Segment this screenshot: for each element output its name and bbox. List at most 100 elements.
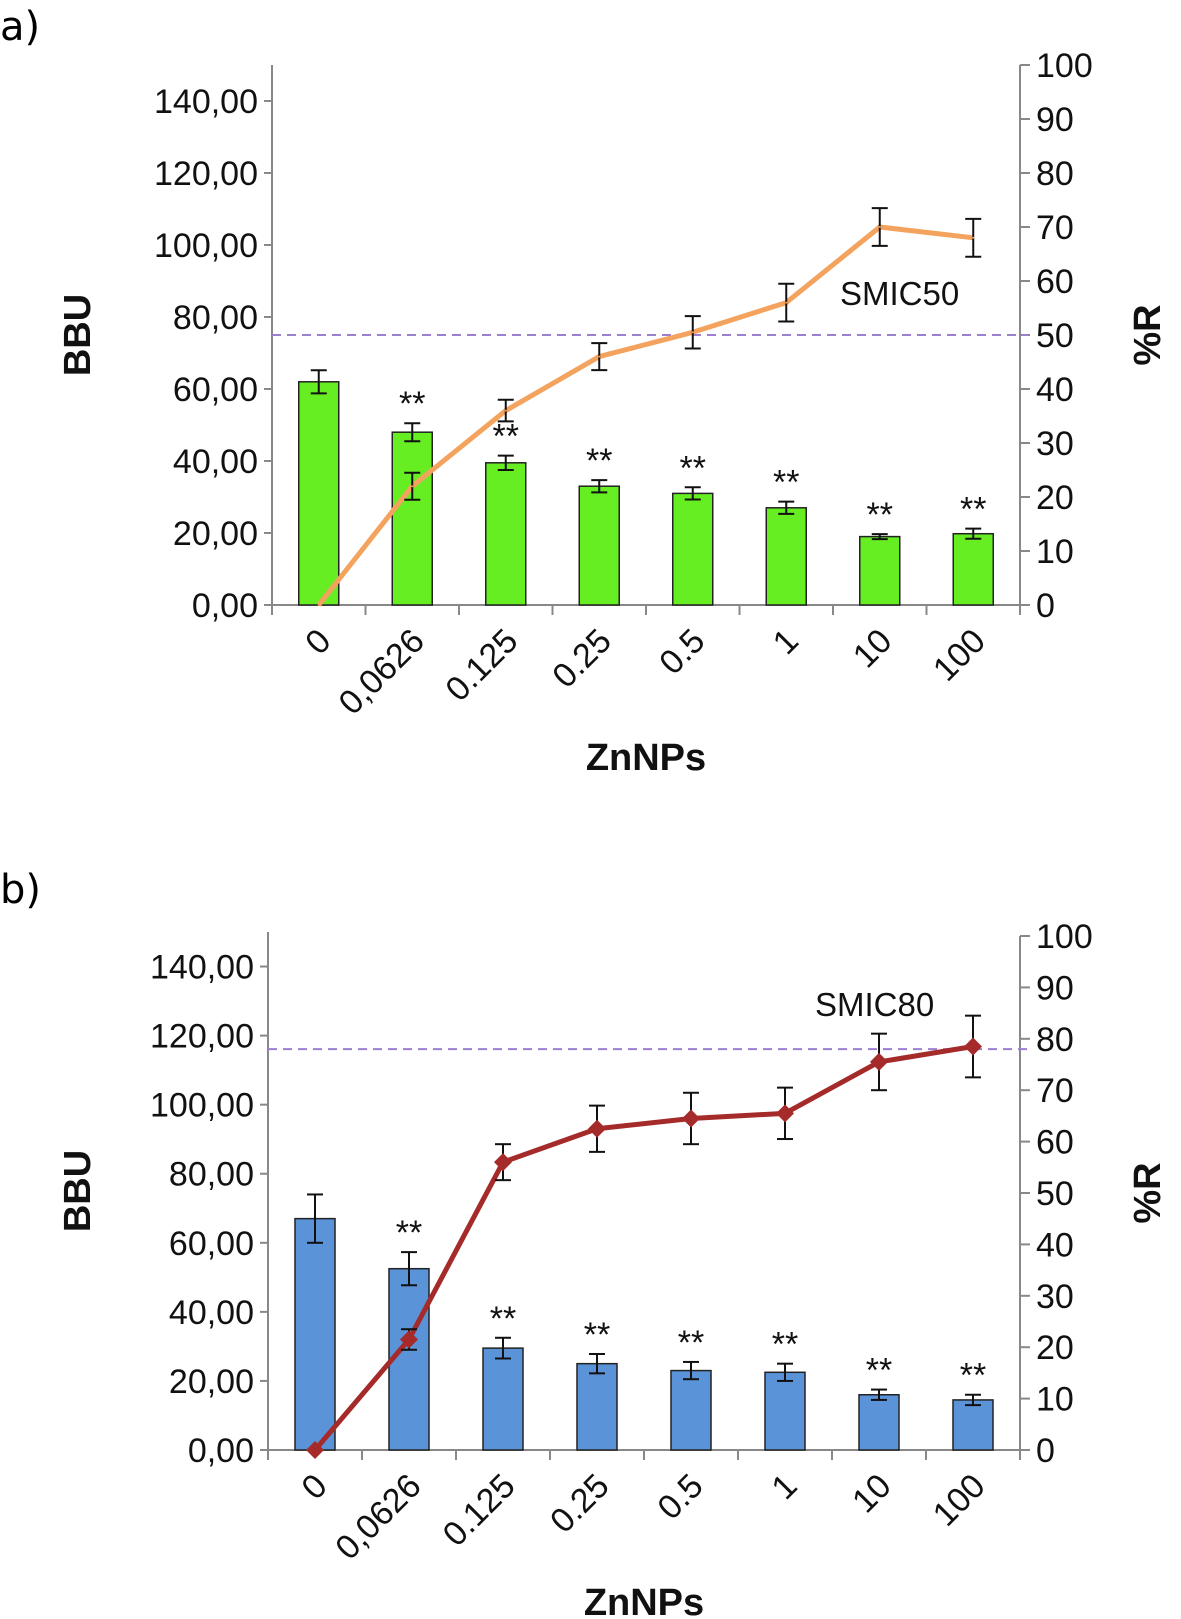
threshold-label: SMIC50 xyxy=(840,275,959,312)
right-tick-label: 90 xyxy=(1036,101,1074,139)
bar xyxy=(578,485,620,606)
significance-label: ** xyxy=(584,1316,610,1354)
right-tick-label: 30 xyxy=(1036,425,1074,463)
right-tick-label: 60 xyxy=(1036,1124,1074,1162)
panel-label: b) xyxy=(0,867,41,913)
right-tick-label: 30 xyxy=(1036,1278,1074,1316)
line-point xyxy=(691,331,694,334)
right-tick-label: 0 xyxy=(1036,587,1055,625)
line-point xyxy=(964,1037,982,1056)
right-tick-label: 100 xyxy=(1036,918,1093,956)
x-tick-label: 1 xyxy=(764,1467,804,1507)
x-tick-label: 100 xyxy=(926,1467,993,1534)
significance-label: ** xyxy=(960,491,986,529)
right-tick-label: 10 xyxy=(1036,1381,1074,1419)
left-tick-label: 0,00 xyxy=(192,587,258,625)
line-point xyxy=(972,236,975,239)
left-tick-label: 20,00 xyxy=(169,1363,254,1401)
right-tick-label: 90 xyxy=(1036,969,1074,1007)
line-point xyxy=(870,1052,888,1071)
line-series xyxy=(316,224,974,607)
bar xyxy=(672,492,714,606)
left-tick-label: 40,00 xyxy=(169,1294,254,1332)
left-tick-label: 80,00 xyxy=(173,299,258,337)
significance-label: ** xyxy=(586,442,612,480)
x-tick-label: 0.5 xyxy=(650,1467,710,1527)
left-tick-label: 120,00 xyxy=(154,155,258,193)
y-axis-title-left: BBU xyxy=(57,1150,99,1232)
line-point xyxy=(776,1104,794,1123)
line-point xyxy=(878,226,881,228)
x-tick-label: 0.125 xyxy=(436,1467,523,1554)
y-axis-title-right: %R xyxy=(1127,304,1169,365)
line-point xyxy=(494,1153,512,1172)
chart-panel-a: a) 0,00 20,00 40,00 60,00 80,00 100,00 120,00 1 4… xyxy=(0,4,1169,779)
right-tick-label: 40 xyxy=(1036,1226,1074,1264)
significance-label: ** xyxy=(772,1326,798,1364)
left-tick-label: 20,00 xyxy=(173,515,258,553)
x-tick-label: 0,0626 xyxy=(331,622,431,722)
significance-label: ** xyxy=(396,1214,422,1252)
right-tick-label: 20 xyxy=(1036,479,1074,517)
left-tick-label: 60,00 xyxy=(173,371,258,409)
bar xyxy=(576,1362,618,1451)
x-axis-title: ZnNPs xyxy=(586,737,706,779)
threshold-label: SMIC80 xyxy=(815,986,934,1023)
y-axis-title-right: %R xyxy=(1127,1162,1169,1223)
left-tick-label: 140,00 xyxy=(150,949,254,987)
x-tick-label: 0.125 xyxy=(438,622,525,709)
bar xyxy=(859,535,901,606)
line-series xyxy=(313,1044,974,1452)
x-tick-label: 0 xyxy=(294,1467,334,1507)
right-tick-label: 20 xyxy=(1036,1329,1074,1367)
right-tick-label: 70 xyxy=(1036,1072,1074,1110)
left-tick-label: 120,00 xyxy=(150,1018,254,1056)
x-axis-title: ZnNPs xyxy=(584,1582,704,1619)
x-tick-label: 10 xyxy=(846,622,900,676)
line-point xyxy=(306,1441,324,1459)
x-tick-label: 0.25 xyxy=(543,1467,617,1541)
bar xyxy=(858,1393,900,1451)
left-tick-label: 40,00 xyxy=(173,443,258,481)
left-tick-label: 0,00 xyxy=(188,1432,254,1470)
x-tick-label: 0,0626 xyxy=(328,1467,428,1567)
x-tick-label: 0.25 xyxy=(545,622,619,696)
right-tick-label: 80 xyxy=(1036,155,1074,193)
line-point xyxy=(317,604,320,606)
bar xyxy=(485,462,527,606)
right-tick-label: 70 xyxy=(1036,209,1074,247)
bar xyxy=(952,1399,994,1451)
significance-label: ** xyxy=(493,418,519,456)
significance-label: ** xyxy=(399,385,425,423)
line-point xyxy=(411,485,414,488)
x-tick-label: 10 xyxy=(845,1467,899,1521)
panel-label: a) xyxy=(0,4,40,50)
left-tick-label: 80,00 xyxy=(169,1156,254,1194)
x-tick-label: 0 xyxy=(298,622,338,662)
line-point xyxy=(785,301,788,304)
x-tick-label: 100 xyxy=(926,622,993,689)
significance-label: ** xyxy=(773,464,799,502)
bar xyxy=(391,431,433,606)
right-tick-label: 60 xyxy=(1036,263,1074,301)
right-tick-label: 40 xyxy=(1036,371,1074,409)
right-tick-label: 50 xyxy=(1036,1175,1074,1213)
line-point xyxy=(504,409,507,412)
left-tick-label: 60,00 xyxy=(169,1225,254,1263)
right-tick-label: 0 xyxy=(1036,1432,1055,1470)
line-point xyxy=(400,1330,418,1349)
bar xyxy=(294,1217,336,1451)
y-axis-title-left: BBU xyxy=(57,294,99,376)
line-point xyxy=(598,355,601,358)
right-tick-label: 100 xyxy=(1036,47,1093,85)
line-point xyxy=(682,1109,700,1128)
significance-label: ** xyxy=(490,1300,516,1338)
bar xyxy=(298,381,340,606)
significance-label: ** xyxy=(866,1352,892,1390)
significance-label: ** xyxy=(960,1357,986,1395)
right-tick-label: 80 xyxy=(1036,1021,1074,1059)
bar xyxy=(764,1371,806,1451)
left-tick-label: 100,00 xyxy=(154,227,258,265)
x-tick-label: 1 xyxy=(766,622,806,662)
